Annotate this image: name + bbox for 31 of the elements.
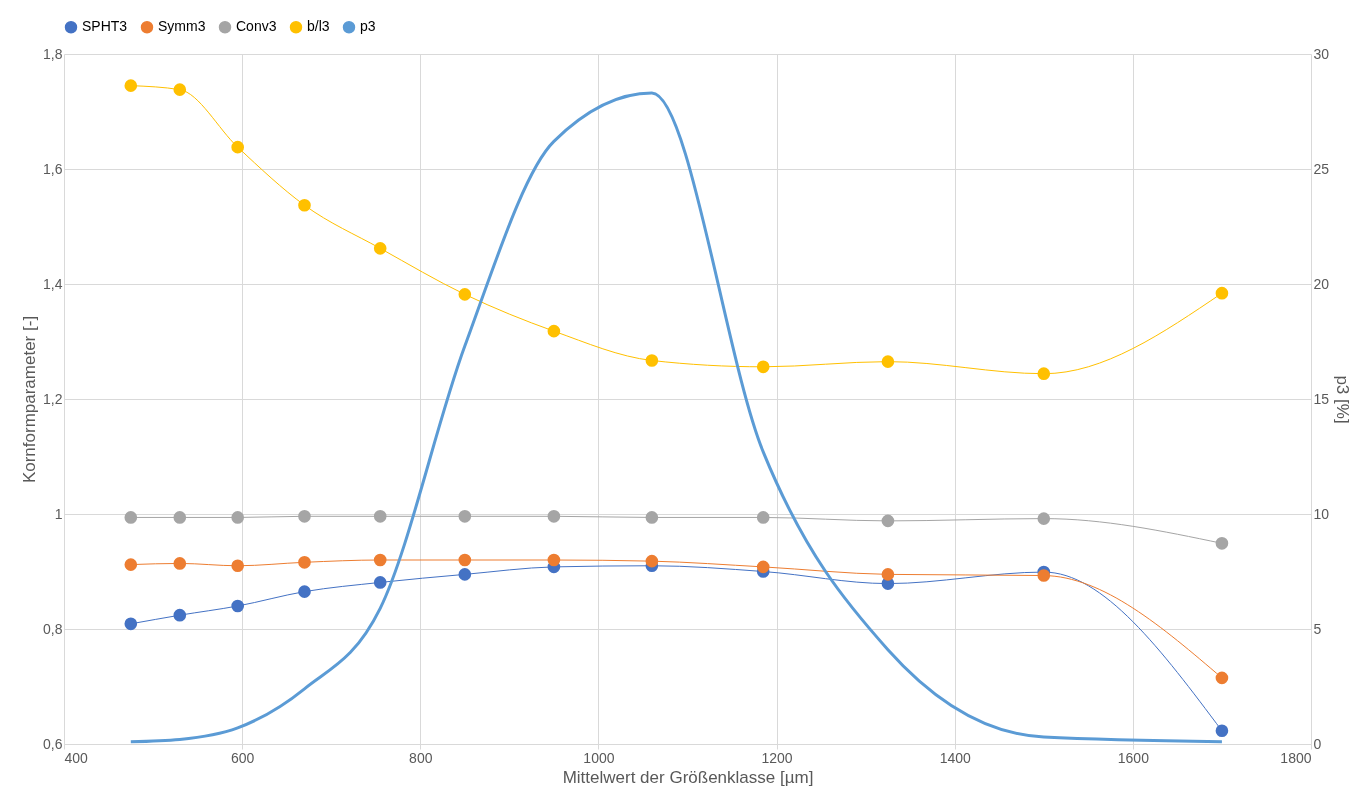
legend-label: Conv3: [236, 18, 277, 35]
line-series: [129, 91, 1224, 744]
y2-tick-label: 10: [1313, 505, 1330, 522]
legend-label: SPHT3: [82, 18, 128, 35]
x-tick-label: 1600: [1117, 749, 1150, 766]
y-axis-title: Kornformparameter [-]: [20, 315, 40, 484]
y-tick-label: 1,8: [43, 45, 63, 62]
y2-tick-label: 25: [1313, 160, 1330, 177]
legend-label: Symm3: [158, 18, 206, 35]
x-tick-label: 1800: [1280, 749, 1312, 766]
legend-label: b/l3: [307, 18, 330, 35]
y-tick-label: 1,2: [43, 390, 63, 407]
y-tick-label: 1,6: [43, 160, 63, 177]
y2-axis-title: p3 [%]: [1333, 375, 1353, 424]
y2-tick-label: 0: [1313, 735, 1322, 752]
y-tick-label: 1,4: [43, 275, 63, 292]
y-tick-label: 0,8: [43, 620, 63, 637]
x-tick-label: 1400: [939, 749, 971, 766]
x-tick-label: 400: [64, 749, 89, 766]
x-tick-label: 600: [230, 749, 255, 766]
y2-tick-label: 15: [1313, 390, 1330, 407]
legend-label: p3: [360, 18, 376, 35]
y2-tick-label: 20: [1313, 275, 1330, 292]
y2-tick-label: 30: [1313, 45, 1330, 62]
y-tick-label: 1: [54, 505, 63, 522]
x-tick-label: 1200: [761, 749, 793, 766]
x-tick-label: 800: [409, 749, 433, 766]
x-tick-label: 1000: [583, 749, 615, 766]
y2-tick-label: 5: [1313, 620, 1322, 637]
y-tick-label: 0,6: [43, 735, 63, 752]
x-axis-title: Mittelwert der Größenklasse [µm]: [562, 767, 814, 787]
